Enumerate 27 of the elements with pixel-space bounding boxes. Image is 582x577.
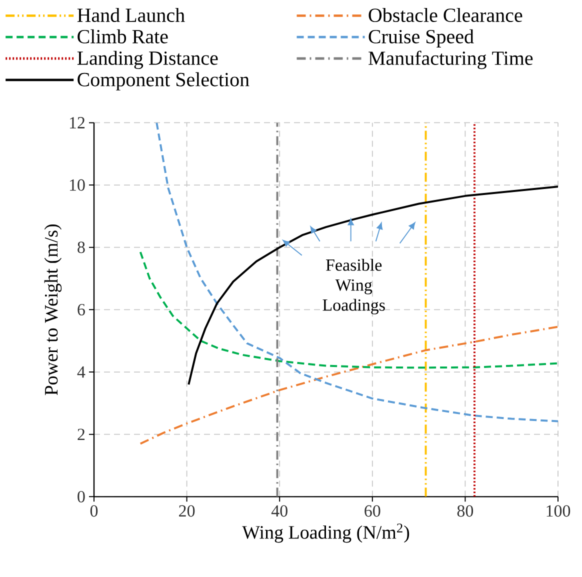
x-tick-label: 0 — [90, 505, 98, 517]
y-tick-label: 4 — [77, 366, 86, 378]
line-series — [139, 326, 558, 445]
legend-label: Landing Distance — [77, 50, 218, 70]
legend-label: Obstacle Clearance — [368, 8, 522, 22]
line-series — [139, 251, 558, 369]
y-axis-title: Power to Weight (m/s) — [44, 224, 62, 396]
y-tick-label: 6 — [78, 304, 85, 316]
legend-label: Climb Rate — [78, 29, 168, 44]
y-tick-label: 8 — [78, 242, 85, 254]
legend-label: Manufacturing Time — [368, 50, 533, 70]
x-axis-title: Wing Loading (N/m$^{2}$) — [242, 524, 410, 543]
line-series — [188, 186, 558, 386]
y-tick-label: 2 — [78, 428, 85, 440]
annotation: Feasible Wing Loadings — [322, 258, 385, 314]
x-tick-label: 80 — [457, 505, 474, 517]
legend-label: Hand Launch — [77, 8, 185, 22]
x-tick-label: 60 — [364, 505, 380, 517]
legend-label: Cruise Speed — [368, 29, 474, 48]
y-tick-label: 0 — [78, 490, 85, 502]
y-tick-label: 10 — [70, 179, 85, 191]
x-tick-label: 20 — [179, 505, 195, 517]
legend-label: Component Selection — [78, 72, 250, 90]
y-tick-label: 12 — [70, 117, 85, 128]
x-tick-label: 40 — [271, 505, 288, 517]
line-series — [156, 122, 558, 422]
x-tick-label: 100 — [546, 505, 570, 517]
